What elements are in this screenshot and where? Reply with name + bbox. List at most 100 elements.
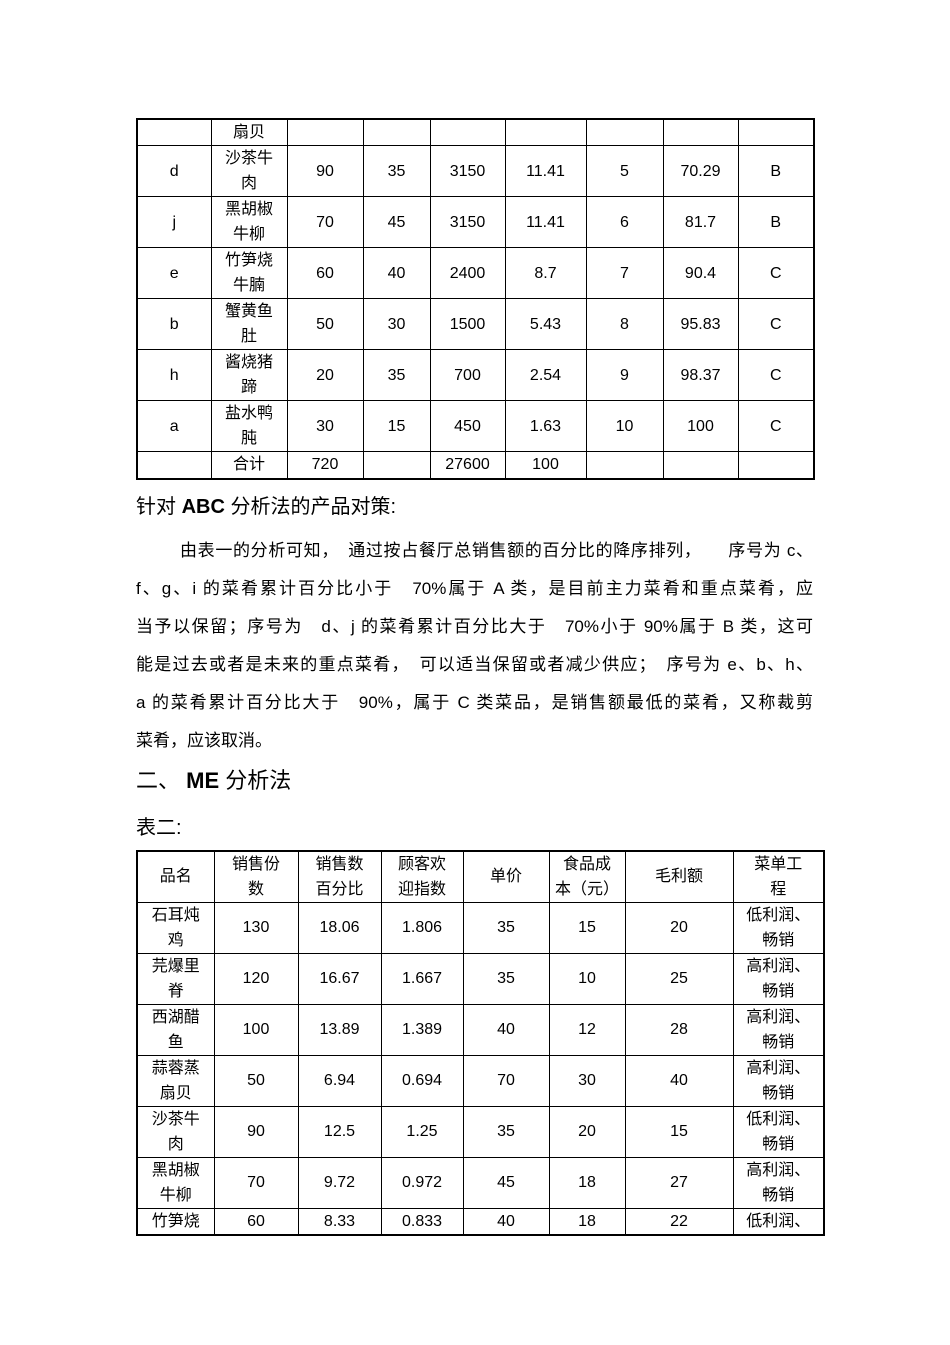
table-row: j 黑胡椒 牛柳 70 45 3150 11.41 6 81.7 B xyxy=(136,196,815,248)
table-row: 合计 720 27600 100 xyxy=(136,451,815,479)
table-cell: 16.67 xyxy=(297,952,382,1005)
table-cell: 70 xyxy=(462,1054,550,1107)
table-row: b 蟹黄鱼 肚 50 30 1500 5.43 8 95.83 C xyxy=(136,298,815,350)
table-cell: 0.833 xyxy=(380,1207,464,1235)
table-header-cell: 销售数 百分比 xyxy=(297,850,382,903)
table-cell: 90 xyxy=(213,1105,299,1158)
table-cell: 18 xyxy=(548,1207,626,1235)
table-cell: 高利润、 畅销 xyxy=(732,1003,825,1056)
table-cell: 2.54 xyxy=(504,349,587,401)
me-heading-prefix: 二、 xyxy=(136,767,187,793)
table-cell: 低利润、 畅销 xyxy=(732,901,825,954)
table-cell: e xyxy=(136,247,212,299)
table-cell: 1.806 xyxy=(380,901,464,954)
table-cell: 6.94 xyxy=(297,1054,382,1107)
table-cell: 12 xyxy=(548,1003,626,1056)
paragraph-line: 由表一的分析可知， 通过按占餐厅总销售额的百分比的降序排列， 序号为 c、 xyxy=(180,540,813,560)
table-cell: 15 xyxy=(548,901,626,954)
table-cell: 90.4 xyxy=(662,247,739,299)
me-table-body: 石耳炖 鸡 130 18.06 1.806 35 15 20 低利润、 畅销 芫爆里 脊 120 1… xyxy=(136,901,825,1235)
me-section-heading: 二、 ME 分析法 xyxy=(136,766,824,796)
table-cell: 35 xyxy=(362,145,431,197)
table-cell: 6 xyxy=(585,196,664,248)
table-cell: 700 xyxy=(429,349,506,401)
table-cell: 8 xyxy=(585,298,664,350)
table-cell: 高利润、 畅销 xyxy=(732,1156,825,1209)
table-cell: 低利润、 xyxy=(732,1207,825,1235)
table-cell: 合计 xyxy=(210,451,288,479)
table-cell: 100 xyxy=(662,400,739,452)
table2-label: 表二: xyxy=(136,816,182,839)
table-cell: 1.63 xyxy=(504,400,587,452)
table-cell: 15 xyxy=(624,1105,734,1158)
table-cell: 40 xyxy=(462,1003,550,1056)
table-cell: 35 xyxy=(462,1105,550,1158)
abc-analysis-paragraph: 由表一的分析可知， 通过按占餐厅总销售额的百分比的降序排列， 序号为 c、 f、… xyxy=(136,532,813,760)
table-cell: 1.25 xyxy=(380,1105,464,1158)
table-cell: 30 xyxy=(548,1054,626,1107)
table-cell: 9 xyxy=(585,349,664,401)
table-cell: h xyxy=(136,349,212,401)
me-heading-bold: ME xyxy=(186,767,220,793)
table-cell: 20 xyxy=(624,901,734,954)
table-header-cell: 毛利额 xyxy=(624,850,734,903)
table-header-cell: 菜单工 程 xyxy=(732,850,825,903)
table-header-cell: 单价 xyxy=(462,850,550,903)
table-cell: 60 xyxy=(286,247,364,299)
table-cell: 11.41 xyxy=(504,145,587,197)
table-cell: 40 xyxy=(624,1054,734,1107)
table-cell xyxy=(136,118,212,146)
table-cell: 2400 xyxy=(429,247,506,299)
table-cell: 西湖醋 鱼 xyxy=(136,1003,215,1056)
table-cell: 130 xyxy=(213,901,299,954)
table-cell: 100 xyxy=(213,1003,299,1056)
table-row: h 酱烧猪 蹄 20 35 700 2.54 9 98.37 C xyxy=(136,349,815,401)
table-cell: 20 xyxy=(548,1105,626,1158)
table-cell: 竹笋烧 xyxy=(136,1207,215,1235)
table-cell: 3150 xyxy=(429,145,506,197)
table-cell: 10 xyxy=(585,400,664,452)
table-cell: 18 xyxy=(548,1156,626,1209)
table-cell: 13.89 xyxy=(297,1003,382,1056)
table-cell xyxy=(504,118,587,146)
table-cell xyxy=(362,118,431,146)
table-cell: b xyxy=(136,298,212,350)
table-cell: 70 xyxy=(286,196,364,248)
table-cell: 蒜蓉蒸 扇贝 xyxy=(136,1054,215,1107)
paragraph-line: 能是过去或者是未来的重点菜肴， 可以适当保留或者减少供应； 序号为 e、b、h、 xyxy=(136,654,813,674)
table-cell: 10 xyxy=(548,952,626,1005)
table-cell: 沙茶牛 肉 xyxy=(210,145,288,197)
table-cell: 28 xyxy=(624,1003,734,1056)
table-cell: 1.389 xyxy=(380,1003,464,1056)
table-cell: 50 xyxy=(286,298,364,350)
me-heading-suffix: 分析法 xyxy=(219,767,292,793)
table-cell: 20 xyxy=(286,349,364,401)
abc-heading-bold: ABC xyxy=(181,495,225,518)
table-cell: 100 xyxy=(504,451,587,479)
table-header-cell: 食品成 本（元） xyxy=(548,850,626,903)
paragraph-line: f、g、i 的菜肴累计百分比小于 70%属于 A 类，是目前主力菜肴和重点菜肴，… xyxy=(136,578,813,598)
table-cell: 竹笋烧 牛腩 xyxy=(210,247,288,299)
table-cell: 0.972 xyxy=(380,1156,464,1209)
table-cell: C xyxy=(737,349,815,401)
table-cell: 450 xyxy=(429,400,506,452)
paragraph-line: a 的菜肴累计百分比大于 90%，属于 C 类菜品，是销售额最低的菜肴，又称裁剪 xyxy=(136,692,813,712)
table-cell: 芫爆里 脊 xyxy=(136,952,215,1005)
table-cell xyxy=(429,118,506,146)
table-cell xyxy=(136,451,212,479)
table-cell: 60 xyxy=(213,1207,299,1235)
table-cell: 40 xyxy=(462,1207,550,1235)
table-cell: a xyxy=(136,400,212,452)
table-cell: 盐水鸭 肫 xyxy=(210,400,288,452)
table-cell: 黑胡椒 牛柳 xyxy=(136,1156,215,1209)
table-cell: 40 xyxy=(362,247,431,299)
table-cell: 50 xyxy=(213,1054,299,1107)
table-row: 蒜蓉蒸 扇贝 50 6.94 0.694 70 30 40 高利润、 畅销 xyxy=(136,1054,825,1107)
table-cell: 0.694 xyxy=(380,1054,464,1107)
table-cell xyxy=(737,118,815,146)
table-row: 西湖醋 鱼 100 13.89 1.389 40 12 28 高利润、 畅销 xyxy=(136,1003,825,1056)
me-table-head: 品名 销售份 数销售数 百分比 顾客欢 迎指数 单价 食品成 本（元） 毛利额 菜单工 程 xyxy=(136,850,825,903)
table-cell: 11.41 xyxy=(504,196,587,248)
